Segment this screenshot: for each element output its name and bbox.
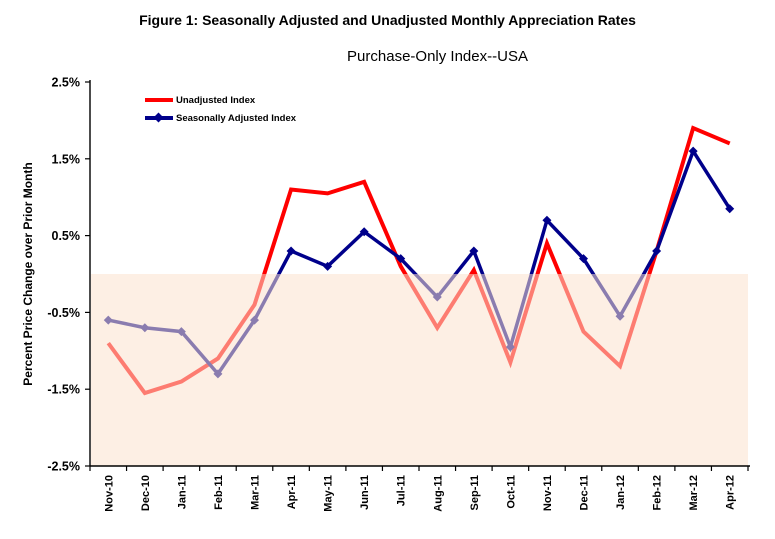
- x-tick-label: Dec-11: [579, 475, 591, 510]
- x-tick-label: Jul-11: [396, 475, 408, 506]
- x-tick-label: Jun-11: [359, 475, 371, 510]
- diamond-marker-icon: [652, 246, 662, 256]
- diamond-marker-icon: [725, 204, 735, 214]
- legend-label-seasonally-adjusted: Seasonally Adjusted Index: [176, 112, 297, 124]
- x-tick-label: Apr-12: [725, 475, 737, 510]
- y-tick-label: 0.5%: [52, 229, 81, 243]
- diamond-marker-icon: [396, 254, 406, 264]
- x-tick-label: Apr-11: [286, 475, 298, 509]
- y-tick-label: 1.5%: [52, 152, 81, 166]
- x-tick-label: Oct-11: [505, 475, 517, 509]
- x-tick-label: Mar-12: [688, 475, 700, 510]
- legend-label-unadjusted: Unadjusted Index: [176, 94, 256, 106]
- y-tick-label: -1.5%: [47, 383, 80, 397]
- negative-region-overlay: [91, 274, 748, 466]
- x-tick-label: Dec-10: [140, 475, 152, 511]
- y-tick-label: -2.5%: [47, 460, 80, 474]
- y-tick-label: -0.5%: [47, 306, 80, 320]
- figure-title: Figure 1: Seasonally Adjusted and Unadju…: [139, 12, 636, 28]
- diamond-marker-icon: [359, 227, 369, 237]
- x-tick-label: Feb-12: [652, 475, 664, 510]
- x-tick-label: Feb-11: [213, 475, 225, 510]
- diamond-marker-icon: [323, 261, 333, 271]
- diamond-marker-icon: [286, 246, 296, 256]
- unadjusted-line-swatch: [145, 98, 173, 102]
- legend: Unadjusted Index Seasonally Adjusted Ind…: [145, 91, 296, 127]
- x-tick-label: May-11: [323, 475, 335, 512]
- seasonally-adjusted-line-swatch: [145, 112, 173, 123]
- chart-subtitle: Purchase-Only Index--USA: [347, 48, 528, 65]
- x-tick-label: Jan-12: [615, 475, 627, 510]
- x-tick-label: Nov-10: [103, 475, 115, 512]
- diamond-marker-icon: [469, 246, 479, 256]
- x-tick-label: Nov-11: [542, 475, 554, 511]
- diamond-marker-icon: [688, 146, 698, 156]
- diamond-marker-icon: [579, 254, 588, 264]
- legend-item-seasonally-adjusted: Seasonally Adjusted Index: [145, 109, 296, 127]
- diamond-marker-icon: [153, 112, 164, 123]
- x-tick-label: Jan-11: [176, 475, 188, 509]
- x-tick-label: Sep-11: [469, 475, 481, 510]
- legend-item-unadjusted: Unadjusted Index: [145, 91, 296, 109]
- diamond-marker-icon: [542, 215, 552, 225]
- x-tick-label: Aug-11: [432, 475, 444, 512]
- y-tick-label: 2.5%: [52, 76, 81, 90]
- x-tick-label: Mar-11: [250, 475, 262, 510]
